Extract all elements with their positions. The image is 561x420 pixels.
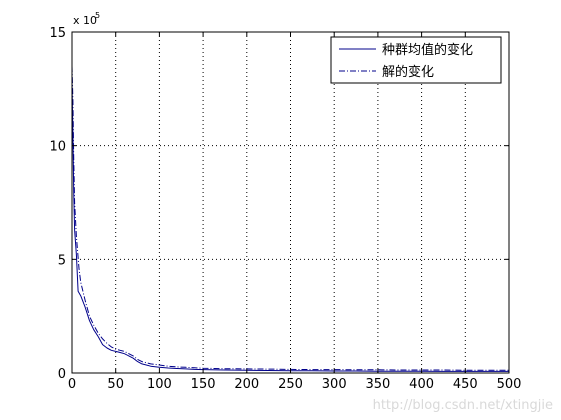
- legend-box: [330, 36, 502, 84]
- x-tick-label: 450: [453, 377, 478, 392]
- x-tick-label: 250: [278, 377, 303, 392]
- legend: 种群均值的变化 解的变化: [330, 36, 502, 84]
- x-tick-label: 150: [191, 377, 216, 392]
- x-tick-label: 0: [68, 377, 76, 392]
- series-line-solution: [71, 66, 509, 371]
- y-tick-label: 5: [58, 253, 66, 268]
- y-tick-label: 15: [49, 26, 66, 41]
- x-tick-label: 100: [147, 377, 172, 392]
- series-group: [71, 66, 509, 372]
- x-tick-label: 350: [365, 377, 390, 392]
- series-line-population-mean: [71, 81, 509, 372]
- watermark-text: http://blog.csdn.net/xtingjie: [373, 398, 553, 413]
- legend-label-solution: 解的变化: [382, 64, 434, 80]
- x-tick-label: 400: [409, 377, 434, 392]
- y-tick-label: 0: [58, 367, 66, 382]
- x-tick-label: 300: [322, 377, 347, 392]
- legend-label-mean: 种群均值的变化: [382, 42, 473, 58]
- y-multiplier-exponent: 5: [95, 11, 100, 20]
- x-tick-label: 50: [107, 377, 124, 392]
- x-tick-label: 200: [234, 377, 259, 392]
- x-tick-label: 500: [497, 377, 522, 392]
- grid: [72, 32, 509, 373]
- axis-ticks: 0 50 100 150 200 250 300 350 400 450 500 0 5 10 15: [49, 26, 521, 392]
- y-multiplier-label: x 10: [73, 14, 97, 27]
- y-tick-label: 10: [49, 140, 66, 155]
